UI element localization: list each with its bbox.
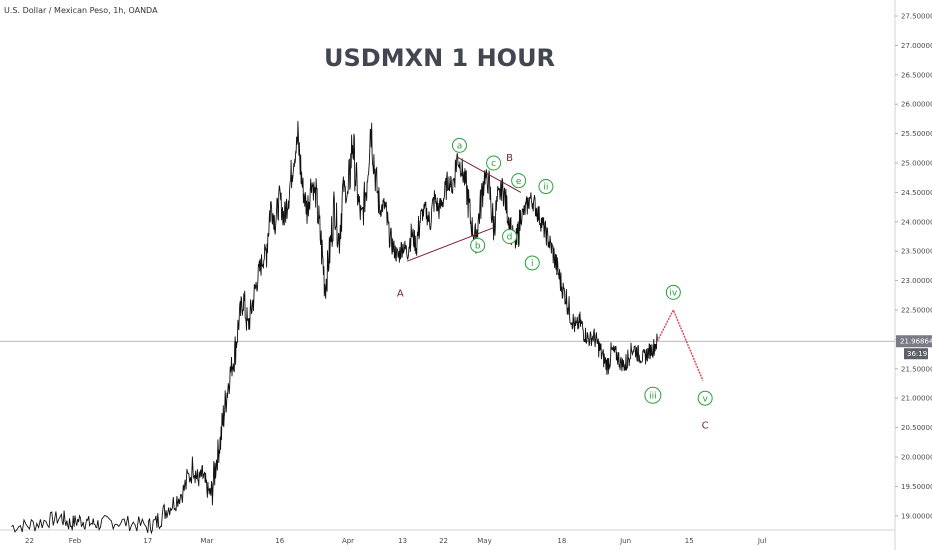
y-tick-label: 21.00000 — [901, 395, 932, 403]
y-tick-label: 22.50000 — [901, 307, 932, 315]
x-tick-label: 13 — [398, 537, 407, 545]
x-tick-label: 18 — [557, 537, 566, 545]
wave-label: b — [475, 242, 481, 252]
y-tick-label: 24.00000 — [901, 218, 932, 226]
x-tick-label: May — [477, 537, 491, 545]
x-tick-label: 15 — [685, 537, 694, 545]
y-tick-label: 19.50000 — [901, 483, 932, 491]
wave-label: d — [507, 233, 513, 243]
projection-line — [656, 308, 704, 381]
x-tick-label: 17 — [143, 537, 152, 545]
y-tick-label: 21.50000 — [901, 365, 932, 373]
countdown-label: 36:19 — [907, 350, 927, 358]
price-series-line — [11, 121, 658, 535]
current-price-label: 21.96864 — [900, 338, 932, 346]
x-tick-label: Mar — [200, 537, 213, 545]
chart-title: USDMXN 1 HOUR — [324, 44, 556, 72]
wave-label: C — [702, 421, 709, 432]
y-tick-label: 23.00000 — [901, 277, 932, 285]
wave-label-circle — [538, 179, 554, 195]
wave-label-circle — [644, 386, 662, 404]
wave-label: B — [506, 153, 513, 164]
wave-label: A — [397, 288, 404, 299]
y-tick-label: 20.00000 — [901, 454, 932, 462]
wave-label: c — [491, 159, 496, 169]
x-tick-label: Jun — [619, 537, 631, 545]
wave-label: i — [531, 259, 534, 269]
wave-label-circle — [697, 390, 713, 406]
wave-label: a — [457, 142, 463, 152]
wave-label-circle — [486, 155, 502, 171]
wave-label: iv — [669, 289, 678, 299]
y-tick-label: 27.00000 — [901, 42, 932, 50]
current-price-tag — [896, 335, 932, 348]
y-tick-label: 25.50000 — [901, 130, 932, 138]
trend-line — [406, 227, 494, 262]
y-tick-label: 24.50000 — [901, 189, 932, 197]
x-tick-label: 22 — [25, 537, 34, 545]
countdown-tag — [904, 348, 928, 360]
y-tick-label: 19.00000 — [901, 512, 932, 520]
x-tick-label: Jul — [757, 537, 767, 545]
y-tick-label: 25.00000 — [901, 160, 932, 168]
wave-label: v — [703, 394, 709, 404]
x-tick-label: 22 — [439, 537, 448, 545]
wave-label-circle — [470, 237, 486, 253]
wave-label-circle — [451, 137, 467, 153]
x-tick-label: Apr — [342, 537, 354, 545]
wave-label-circle — [665, 284, 681, 300]
x-tick-label: Feb — [69, 537, 82, 545]
wave-label: e — [516, 177, 522, 187]
y-tick-label: 27.50000 — [901, 13, 932, 21]
trend-line — [456, 156, 522, 193]
y-tick-label: 20.50000 — [901, 424, 932, 432]
wave-label-circle — [502, 229, 518, 244]
y-tick-label: 23.50000 — [901, 248, 932, 256]
wave-label: ii — [543, 183, 548, 193]
wave-label-circle — [524, 255, 540, 271]
y-tick-label: 26.50000 — [901, 71, 932, 79]
wave-label: iii — [649, 391, 657, 401]
x-tick-label: 16 — [275, 537, 284, 545]
symbol-info: U.S. Dollar / Mexican Peso, 1h, OANDA — [4, 6, 158, 15]
wave-label-circle — [511, 173, 527, 189]
y-tick-label: 26.00000 — [901, 101, 932, 109]
